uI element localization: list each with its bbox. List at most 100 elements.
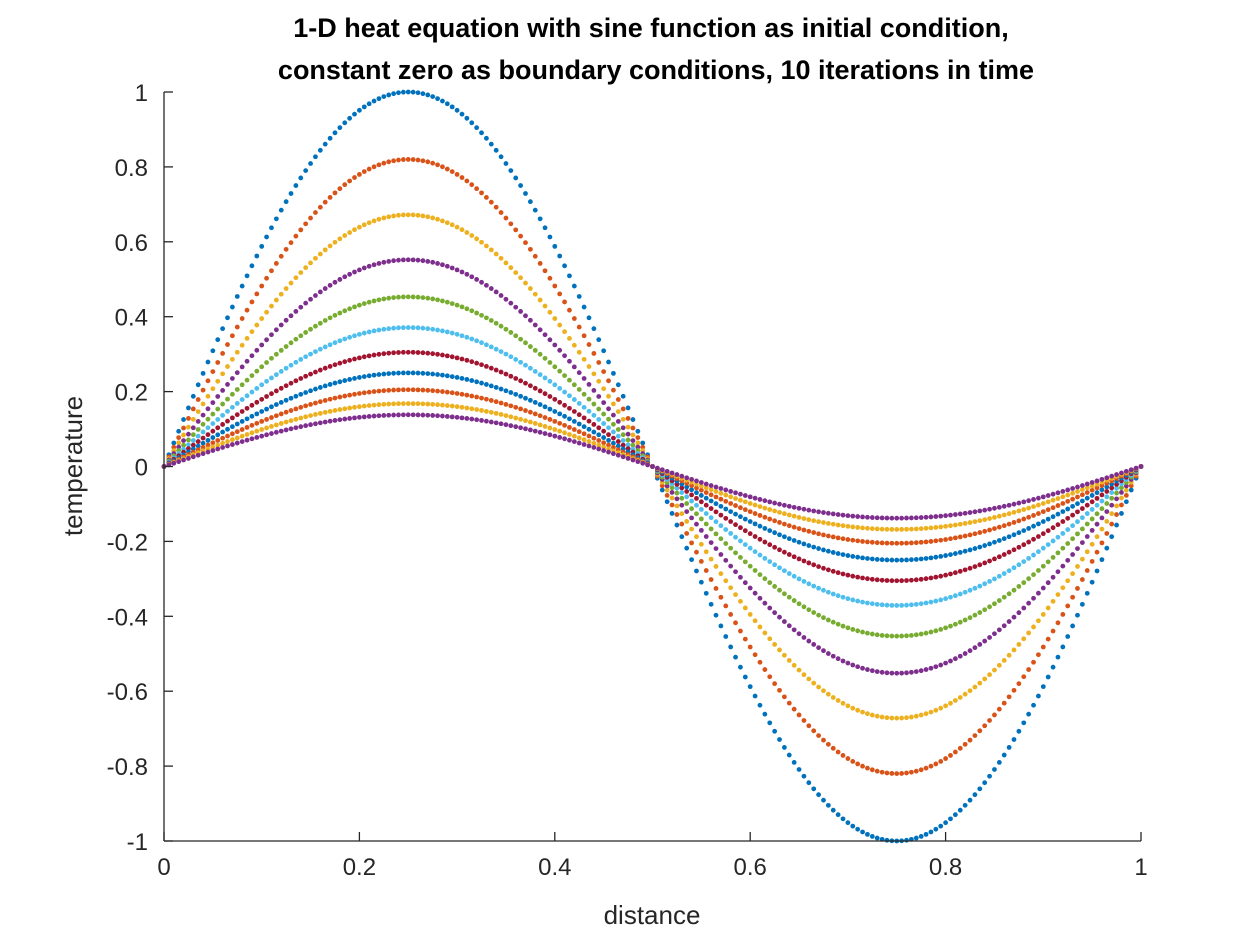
data-point [874,601,880,607]
data-point [850,537,856,543]
y-tick-label: -0.8 [107,754,148,781]
data-point [1001,536,1007,542]
data-point [371,402,377,408]
data-point [239,439,245,444]
data-point [249,436,255,442]
data-point [474,379,480,385]
data-point [977,642,983,647]
data-point [376,162,382,168]
data-point [850,705,856,711]
data-point [288,395,294,401]
data-point [420,350,426,356]
data-point [586,443,592,449]
data-point [698,493,704,498]
data-point [435,388,440,394]
data-point [606,442,611,448]
data-point [967,615,973,621]
data-point [718,552,724,557]
data-point [1060,494,1066,500]
data-point [1119,490,1124,495]
data-point [918,712,924,718]
data-point [738,525,743,531]
x-tick-label: 1 [1134,854,1147,881]
data-point [527,397,533,403]
data-point [1075,489,1080,494]
data-point [288,418,294,424]
data-point [923,514,929,520]
data-point [948,523,953,529]
data-point [992,515,997,520]
data-point [1016,518,1022,524]
data-point [1094,511,1100,517]
data-point [425,159,431,165]
data-point [767,674,773,680]
data-point [904,540,909,546]
data-point [523,380,528,386]
data-point [948,816,953,822]
data-point [1055,511,1061,517]
data-point [1089,579,1095,585]
data-point [518,275,524,281]
data-point [278,385,284,391]
data-point [229,437,235,443]
data-point [1079,577,1085,582]
data-point [1114,485,1119,491]
data-point [684,489,690,494]
data-point [840,594,846,600]
data-point [689,492,694,498]
data-point [791,598,797,603]
data-point [1016,500,1022,506]
data-point [327,382,333,387]
data-point [1060,489,1066,494]
data-point [1036,618,1041,624]
data-point [1001,700,1007,706]
data-point [913,515,919,521]
data-point [1055,496,1061,501]
data-point [1094,478,1100,484]
data-point [273,413,279,419]
data-point [220,440,226,446]
data-point [352,356,357,362]
data-point [884,633,890,639]
data-point [415,370,421,376]
data-point [1060,531,1066,536]
data-point [835,570,841,576]
data-point [195,433,201,439]
data-point [845,596,851,602]
data-point [396,325,401,331]
data-point [283,199,289,205]
data-point [571,439,577,444]
data-point [542,268,548,274]
data-point [376,351,382,357]
data-point [278,411,284,417]
data-point [440,402,445,408]
data-point [342,336,348,342]
data-point [840,658,846,664]
data-point [444,166,450,172]
data-point [752,495,758,501]
data-point [625,405,631,411]
data-point [855,761,861,767]
data-point [278,291,284,297]
data-point [571,397,577,402]
data-point [361,169,367,175]
data-point [444,299,450,305]
data-point [215,378,221,384]
data-point [996,598,1002,603]
data-point [269,391,274,397]
data-point [459,376,465,381]
data-point [830,550,836,555]
data-point [410,401,416,407]
data-point [430,160,436,166]
data-point [1114,496,1119,502]
data-point [1084,568,1090,573]
data-point [444,220,450,226]
data-point [547,406,553,412]
data-point [581,437,587,443]
data-point [405,325,411,330]
data-point [327,315,333,321]
data-point [962,691,968,697]
data-point [484,194,489,200]
data-point [322,199,328,205]
